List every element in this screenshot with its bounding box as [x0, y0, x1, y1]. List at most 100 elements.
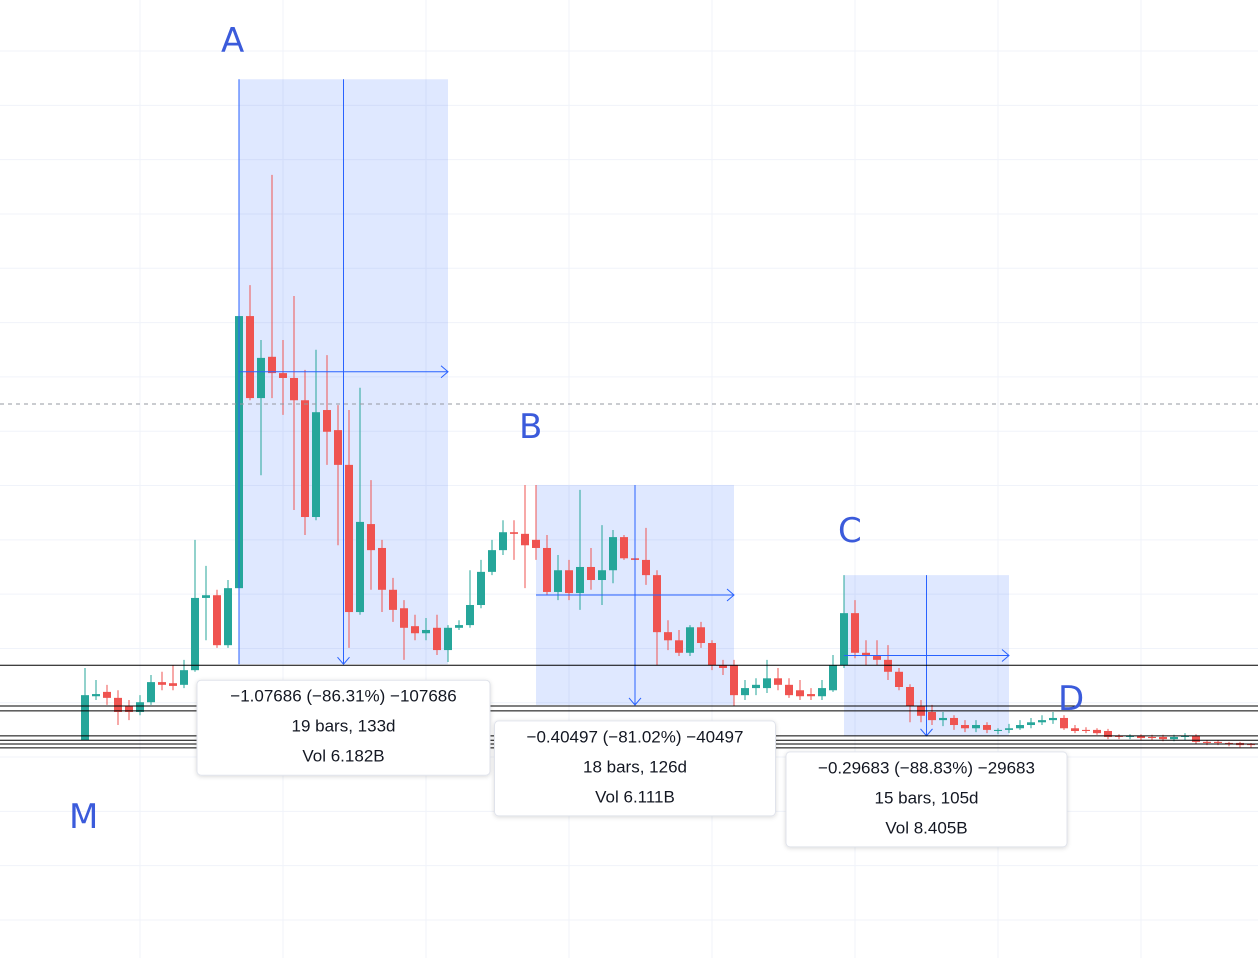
measure-text: −0.29683 (−88.83%) −29683 — [818, 758, 1035, 777]
candle-body — [455, 625, 463, 628]
candle-body — [928, 711, 936, 721]
candle-body — [1181, 735, 1189, 737]
candle-body — [114, 697, 122, 712]
candle-body — [169, 683, 177, 686]
candle-body — [719, 665, 727, 668]
candle-body — [642, 559, 650, 576]
candle-body — [653, 575, 661, 633]
candle-body — [411, 626, 419, 634]
candle-body — [763, 678, 771, 689]
measure-text: 15 bars, 105d — [875, 788, 979, 807]
candle-body — [862, 652, 870, 657]
candle-body — [840, 613, 848, 666]
measure-label — [494, 720, 776, 817]
candle-body — [312, 412, 320, 518]
candle-body — [268, 356, 276, 374]
candle-body — [147, 682, 155, 703]
annotation: C — [838, 511, 862, 551]
candle-body — [1192, 735, 1200, 742]
candle-body — [730, 665, 738, 696]
candle-body — [224, 588, 232, 646]
candle-body — [334, 430, 342, 465]
candle-body — [664, 632, 672, 641]
measure-label — [785, 751, 1068, 848]
candle-body — [807, 694, 815, 697]
candle-body — [1214, 741, 1222, 743]
candle-body — [213, 595, 221, 646]
candle-body — [466, 604, 474, 626]
annotation: M — [69, 797, 98, 837]
candle-body — [785, 684, 793, 696]
measure-text: Vol 6.111B — [595, 787, 675, 806]
candle-body — [851, 613, 859, 653]
candle-body — [1203, 741, 1211, 743]
candle-body — [1038, 720, 1046, 723]
measure-text: Vol 8.405B — [885, 818, 967, 837]
measure-text: −1.07686 (−86.31%) −107686 — [230, 687, 456, 706]
candle-body — [433, 627, 441, 651]
candle-body — [587, 566, 595, 581]
candle-body — [708, 643, 716, 666]
candle-body — [961, 725, 969, 729]
candle-body — [1082, 729, 1090, 731]
measure-label — [196, 679, 491, 776]
measure-arrowhead — [337, 656, 350, 665]
candle-body — [191, 597, 199, 671]
candle-body — [103, 691, 111, 698]
candle-body — [697, 627, 705, 644]
candle-body — [532, 539, 540, 548]
candle-body — [1115, 735, 1123, 737]
candle-body — [1247, 744, 1255, 746]
measure-text: Vol 6.182B — [302, 747, 384, 766]
candle-body — [972, 725, 980, 729]
measure-text: 19 bars, 133d — [292, 717, 396, 736]
overlay: −1.07686 (−86.31%) −107686 19 bars, 133d V… — [0, 79, 1258, 848]
candle-body — [950, 717, 958, 726]
candle-body — [510, 532, 518, 534]
measure-boxes — [239, 79, 1009, 736]
candle-body — [994, 729, 1002, 731]
candle-body — [125, 706, 133, 712]
measure-arrowhead — [628, 697, 642, 706]
candle-body — [81, 695, 89, 741]
candle-body — [367, 524, 375, 551]
candle-body — [301, 400, 309, 518]
candle-body — [1126, 735, 1134, 737]
measure-arrowhead — [440, 365, 449, 379]
candle-body — [741, 688, 749, 696]
annotations: A B C D M — [69, 21, 1084, 837]
annotation: D — [1058, 679, 1084, 719]
candle-body — [873, 656, 881, 660]
candle-body — [609, 537, 617, 571]
candle-body — [158, 682, 166, 685]
candle-body — [499, 532, 507, 551]
candle-body — [356, 521, 364, 613]
candle-body — [620, 537, 628, 559]
candle-body — [378, 547, 386, 590]
candle-body — [939, 717, 947, 721]
measure-text: −0.40497 (−81.02%) −40497 — [527, 727, 744, 746]
candle-body — [136, 702, 144, 712]
candle-body — [92, 694, 100, 697]
measure-arrowhead — [1001, 649, 1010, 662]
annotation: A — [221, 21, 244, 61]
candle-body — [565, 570, 573, 594]
candle-body — [774, 678, 782, 685]
candle-body — [389, 589, 397, 610]
candle-body — [422, 629, 430, 634]
candle-body — [345, 464, 353, 613]
candle-body — [477, 571, 485, 605]
candle-body — [818, 688, 826, 697]
candle-body — [895, 671, 903, 688]
candle-body — [246, 316, 254, 399]
candle-body — [752, 684, 760, 689]
candle-body — [1016, 725, 1024, 729]
annotation: B — [519, 407, 542, 447]
candle-body — [598, 570, 606, 581]
candle-body — [1170, 736, 1178, 740]
candle-body — [488, 550, 496, 572]
candle-body — [290, 377, 298, 401]
measure-text: 18 bars, 126d — [583, 757, 687, 776]
